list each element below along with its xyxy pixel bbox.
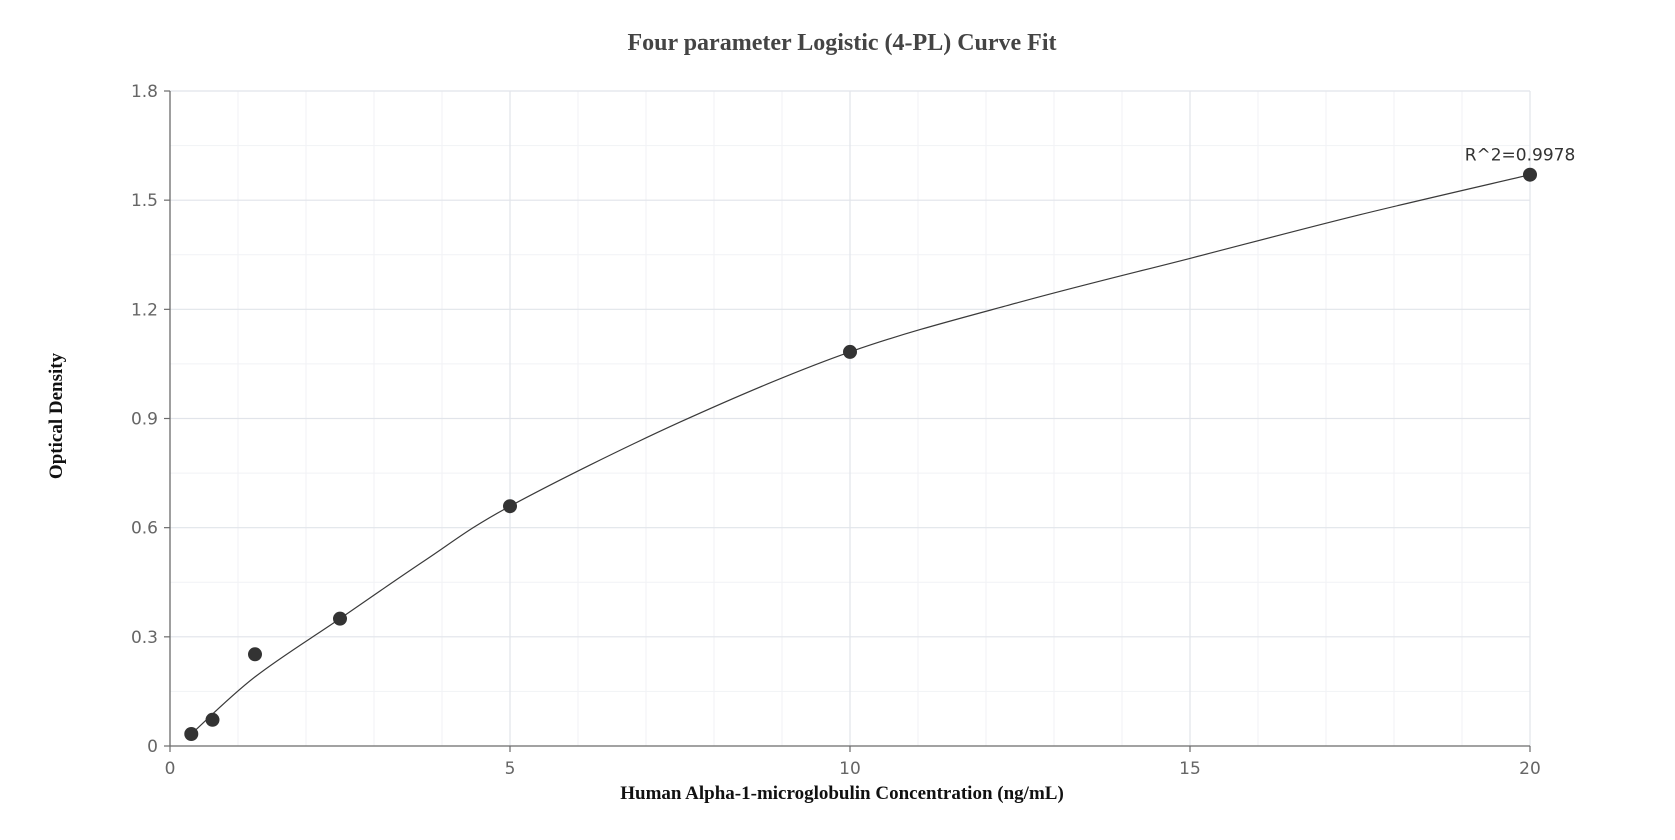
x-tick-label: 20	[1519, 759, 1541, 779]
x-tick-label: 5	[505, 759, 516, 779]
axes	[164, 90, 1531, 752]
chart-title: Four parameter Logistic (4-PL) Curve Fit	[627, 30, 1056, 56]
y-tick-label: 1.5	[131, 191, 158, 211]
y-tick-label: 0.3	[131, 628, 158, 648]
y-tick-label: 0.6	[131, 519, 158, 539]
grid	[170, 90, 1531, 746]
data-point	[333, 611, 347, 626]
data-point	[184, 726, 199, 741]
x-tick-label: 15	[1179, 759, 1201, 779]
y-tick-label: 1.2	[131, 300, 158, 320]
fit-curve-layer	[190, 174, 1531, 735]
data-point	[843, 344, 857, 359]
annotations: R^2=0.9978	[1465, 146, 1576, 166]
x-axis-title: Human Alpha-1-microglobulin Concentratio…	[620, 783, 1064, 804]
y-axis-title: Optical Density	[46, 352, 67, 479]
r-squared-label: R^2=0.9978	[1465, 146, 1576, 166]
y-tick-label: 0.9	[131, 410, 158, 430]
fit-curve	[190, 174, 1531, 735]
x-tick-label: 0	[165, 759, 176, 779]
data-point	[205, 712, 220, 727]
tick-labels: 0 5 10 15 20 0 0.3 0.6 0.9 1.2 1.5 1.8	[131, 82, 1541, 779]
data-point	[503, 499, 517, 514]
y-tick-label: 1.8	[131, 82, 158, 102]
x-tick-label: 10	[839, 759, 861, 779]
data-point	[1523, 167, 1537, 182]
data-points	[184, 167, 1537, 741]
y-tick-label: 0	[147, 737, 158, 757]
data-point	[248, 647, 262, 662]
